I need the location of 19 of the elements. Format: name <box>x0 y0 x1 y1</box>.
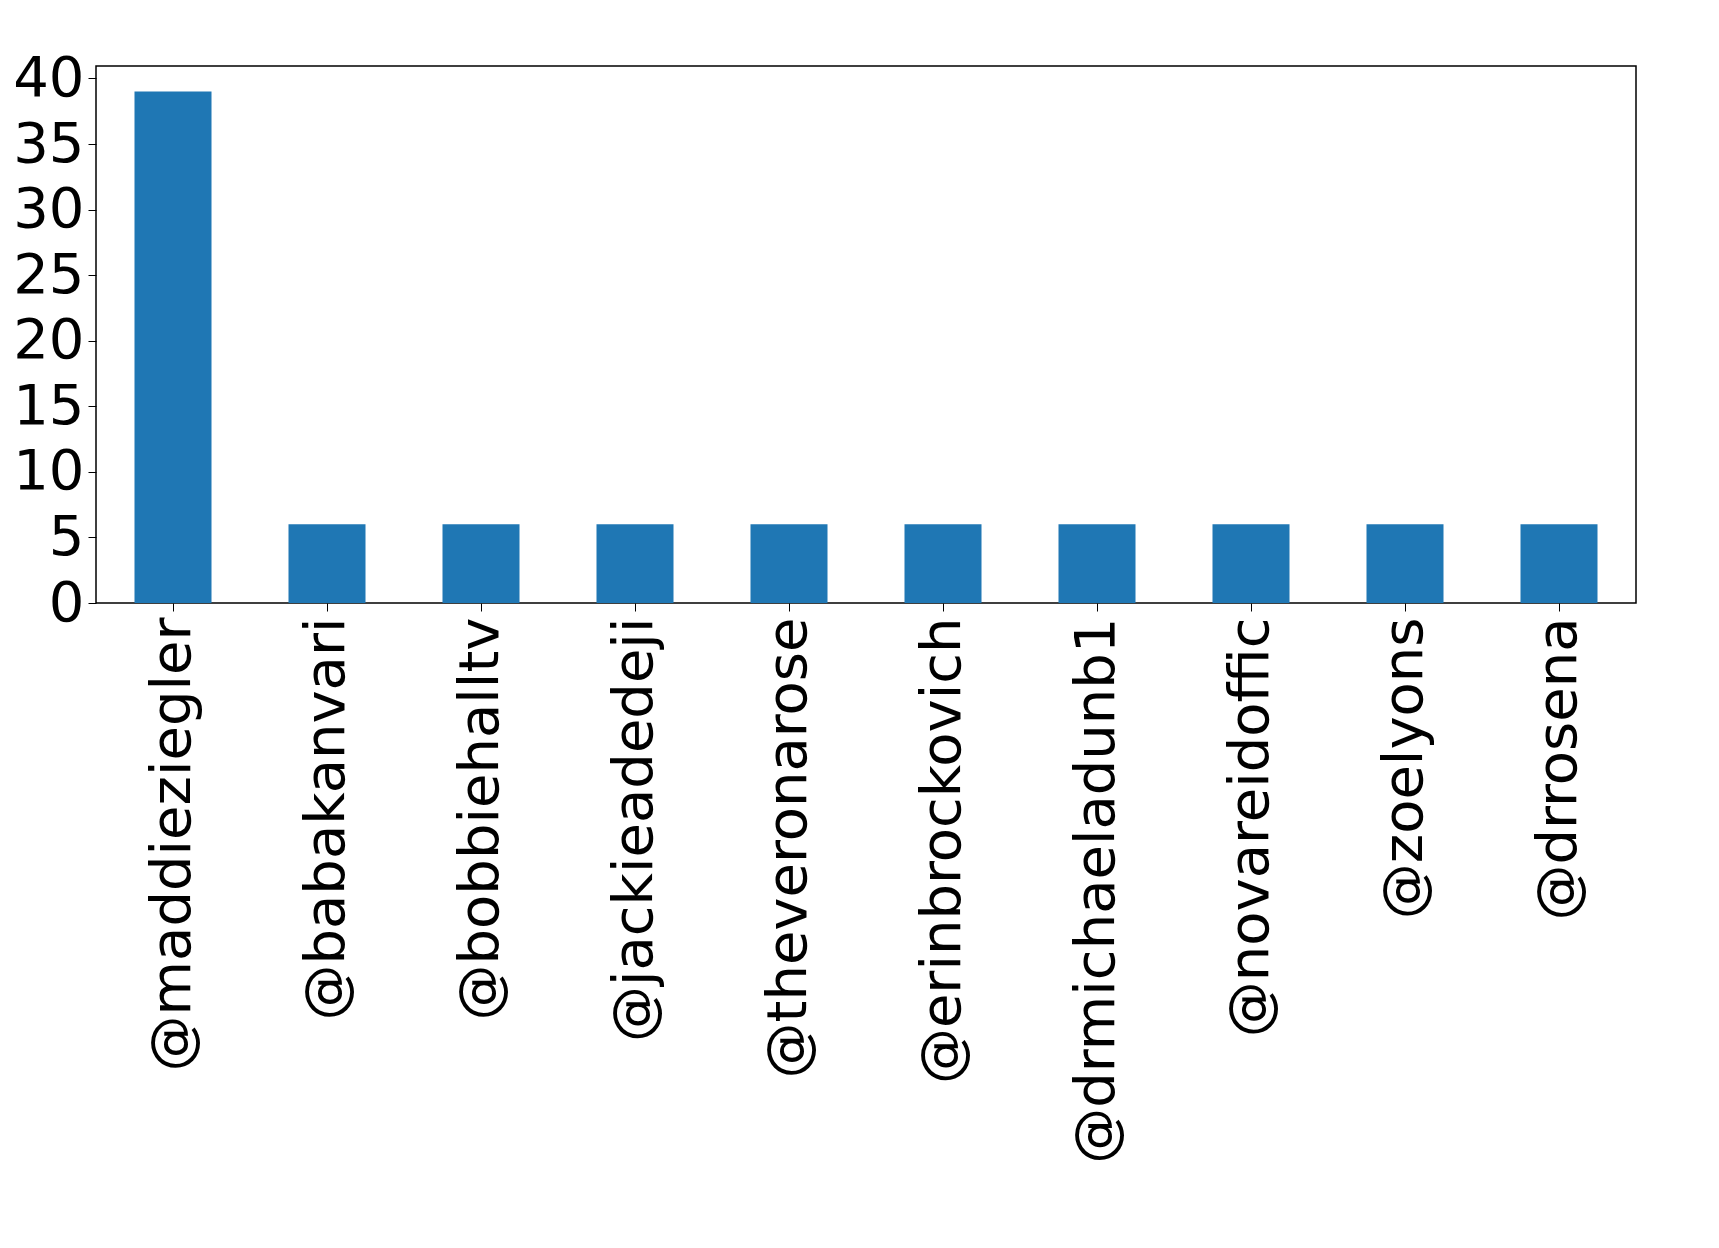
y-tick-label: 40 <box>13 43 85 109</box>
y-tick-label: 0 <box>48 568 85 634</box>
y-tick-label: 10 <box>13 437 85 503</box>
x-tick-label: @drmichaeladunb1 <box>1062 617 1127 1164</box>
x-tick-label: @novareidoffic <box>1216 617 1281 1038</box>
x-tick-label: @bobbiehalltv <box>446 617 511 1021</box>
x-tick-label: @theveronarose <box>754 617 819 1079</box>
y-tick-label: 25 <box>13 240 85 306</box>
x-tick-label: @maddieziegler <box>138 616 203 1072</box>
y-tick-label: 5 <box>48 502 85 568</box>
x-tick-label: @babakanvari <box>292 617 357 1021</box>
y-tick-label: 15 <box>13 371 85 437</box>
x-tick-label: @jackieadedeji <box>600 617 665 1043</box>
y-tick-label: 35 <box>13 109 85 175</box>
x-tick-label: @drrosena <box>1524 617 1589 921</box>
x-tick-label: @zoelyons <box>1370 617 1435 920</box>
y-tick-label: 30 <box>13 175 85 241</box>
x-tick-label: @erinbrockovich <box>908 617 973 1085</box>
y-tick-label: 20 <box>13 306 85 372</box>
